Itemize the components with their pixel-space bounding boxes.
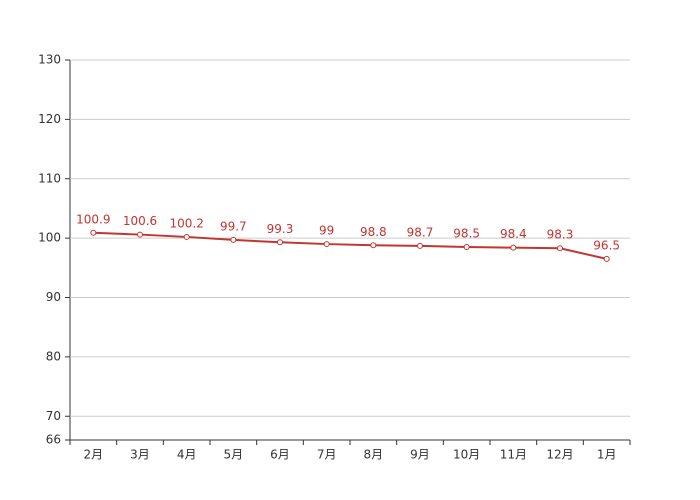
point: [323, 241, 330, 248]
data-label: 98.8: [360, 225, 387, 239]
x-tick-label: 5月: [224, 448, 244, 462]
y-tick-label: 70: [46, 409, 61, 423]
y-tick-label: 90: [46, 290, 61, 304]
y-tick-label: 80: [46, 349, 61, 363]
x-tick-label: 8月: [364, 448, 384, 462]
x-tick-label: 9月: [410, 448, 430, 462]
x-tick-label: 1月: [597, 448, 617, 462]
x-tick-label: 10月: [453, 448, 480, 462]
data-label: 100.9: [76, 212, 110, 226]
x-tick-label: 2月: [84, 448, 104, 462]
data-label: 99.3: [267, 222, 294, 236]
x-tick-label: 11月: [500, 448, 527, 462]
point: [90, 229, 97, 236]
point: [463, 244, 470, 251]
point: [230, 236, 237, 243]
y-tick-label: 100: [38, 231, 61, 245]
point: [557, 245, 563, 252]
data-label: 100.6: [123, 214, 157, 228]
point: [603, 255, 610, 262]
point: [137, 231, 143, 238]
point: [277, 239, 283, 246]
x-tick-label: 4月: [177, 448, 197, 462]
y-tick-label: 66: [46, 433, 61, 447]
y-tick-label: 110: [38, 171, 61, 185]
x-tick-label: 6月: [270, 448, 290, 462]
x-tick-label: 3月: [130, 448, 150, 462]
data-label: 100.2: [169, 216, 203, 230]
data-label: 99.7: [220, 219, 247, 233]
y-tick-label: 130: [38, 53, 61, 67]
data-label: 98.4: [500, 227, 527, 241]
x-tick-label: 7月: [317, 448, 337, 462]
point: [417, 242, 423, 249]
point: [510, 244, 517, 251]
x-tick-label: 12月: [546, 448, 573, 462]
data-label: 98.5: [453, 227, 480, 241]
y-tick-label: 120: [38, 112, 61, 126]
point: [183, 233, 190, 240]
data-label: 96.5: [593, 238, 620, 252]
data-label: 98.3: [547, 228, 574, 242]
data-label: 99: [319, 224, 334, 238]
line: [93, 231, 607, 260]
data-label: 98.7: [407, 225, 434, 239]
point: [370, 242, 377, 249]
